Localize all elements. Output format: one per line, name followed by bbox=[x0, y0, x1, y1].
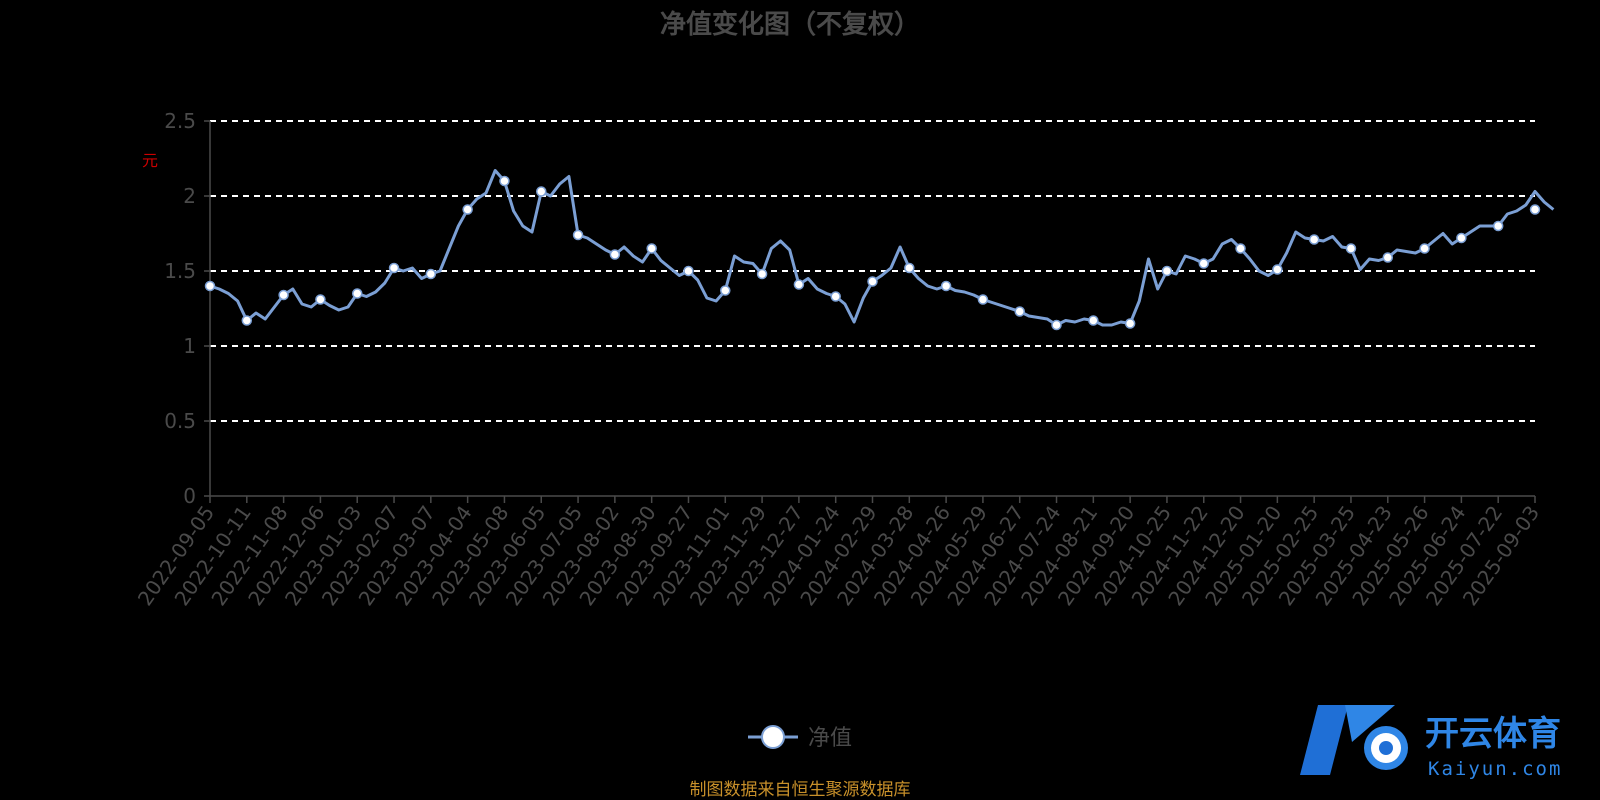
data-point[interactable] bbox=[462, 204, 473, 215]
data-point[interactable] bbox=[1088, 315, 1099, 326]
brand-name-cn: 开云体育 bbox=[1425, 714, 1561, 754]
data-point[interactable] bbox=[572, 229, 584, 241]
brand-logo-icon bbox=[1300, 705, 1408, 775]
data-point[interactable] bbox=[1051, 319, 1062, 331]
data-source-note: 制图数据来自恒生聚源数据库 bbox=[690, 780, 911, 800]
y-tick-label: 2.5 bbox=[164, 109, 196, 133]
data-point[interactable] bbox=[1345, 243, 1357, 254]
data-point[interactable] bbox=[1161, 265, 1173, 277]
axes bbox=[209, 121, 1535, 497]
data-point[interactable] bbox=[609, 249, 621, 260]
series-layer bbox=[204, 169, 1555, 331]
data-point[interactable] bbox=[1014, 306, 1025, 317]
data-point[interactable] bbox=[830, 291, 841, 302]
chart-title: 净值变化图（不复权） bbox=[660, 9, 920, 40]
y-axis-label: 元 bbox=[142, 151, 158, 170]
data-point[interactable] bbox=[1419, 243, 1430, 254]
legend[interactable]: 净值 bbox=[748, 725, 852, 751]
data-point[interactable] bbox=[351, 288, 363, 299]
y-tick-label: 0 bbox=[183, 484, 196, 508]
data-point[interactable] bbox=[793, 279, 805, 290]
grid-lines bbox=[210, 120, 1535, 422]
data-point[interactable] bbox=[1308, 234, 1320, 245]
data-point[interactable] bbox=[720, 285, 731, 296]
legend-series-name: 净值 bbox=[808, 726, 852, 751]
data-point[interactable] bbox=[904, 262, 915, 274]
y-tick-label: 1.5 bbox=[164, 259, 196, 283]
data-point[interactable] bbox=[756, 268, 768, 280]
y-tick-label: 1 bbox=[183, 334, 196, 358]
data-point[interactable] bbox=[315, 294, 326, 305]
data-point[interactable] bbox=[1124, 318, 1136, 329]
data-point[interactable] bbox=[241, 315, 253, 326]
y-tick-label: 2 bbox=[183, 184, 196, 208]
y-tick-label: 0.5 bbox=[164, 409, 196, 433]
y-tick-labels: 0 0.5 1 1.5 2 2.5 bbox=[164, 109, 210, 508]
data-point[interactable] bbox=[1382, 252, 1394, 263]
data-point[interactable] bbox=[1456, 232, 1467, 244]
data-point[interactable] bbox=[1235, 243, 1246, 254]
data-point[interactable] bbox=[425, 268, 437, 280]
data-point[interactable] bbox=[1272, 264, 1283, 275]
data-point[interactable] bbox=[1529, 204, 1541, 215]
legend-circle-marker bbox=[761, 725, 785, 749]
data-point[interactable] bbox=[278, 289, 289, 301]
data-point[interactable] bbox=[1198, 258, 1209, 269]
brand-watermark: 开云体育 Kaiyun.com bbox=[1300, 705, 1562, 780]
data-point[interactable] bbox=[977, 294, 989, 305]
brand-name-en: Kaiyun.com bbox=[1428, 758, 1562, 780]
data-point[interactable] bbox=[204, 280, 216, 292]
data-point[interactable] bbox=[646, 243, 657, 254]
data-point[interactable] bbox=[536, 186, 547, 197]
data-point[interactable] bbox=[867, 276, 878, 287]
x-tick-labels: 2022-09-052022-10-112022-11-082022-12-06… bbox=[133, 496, 1544, 610]
data-point[interactable] bbox=[940, 280, 952, 292]
data-point[interactable] bbox=[388, 262, 400, 274]
data-point[interactable] bbox=[1492, 220, 1504, 232]
data-point[interactable] bbox=[683, 265, 694, 277]
data-point[interactable] bbox=[499, 175, 510, 187]
